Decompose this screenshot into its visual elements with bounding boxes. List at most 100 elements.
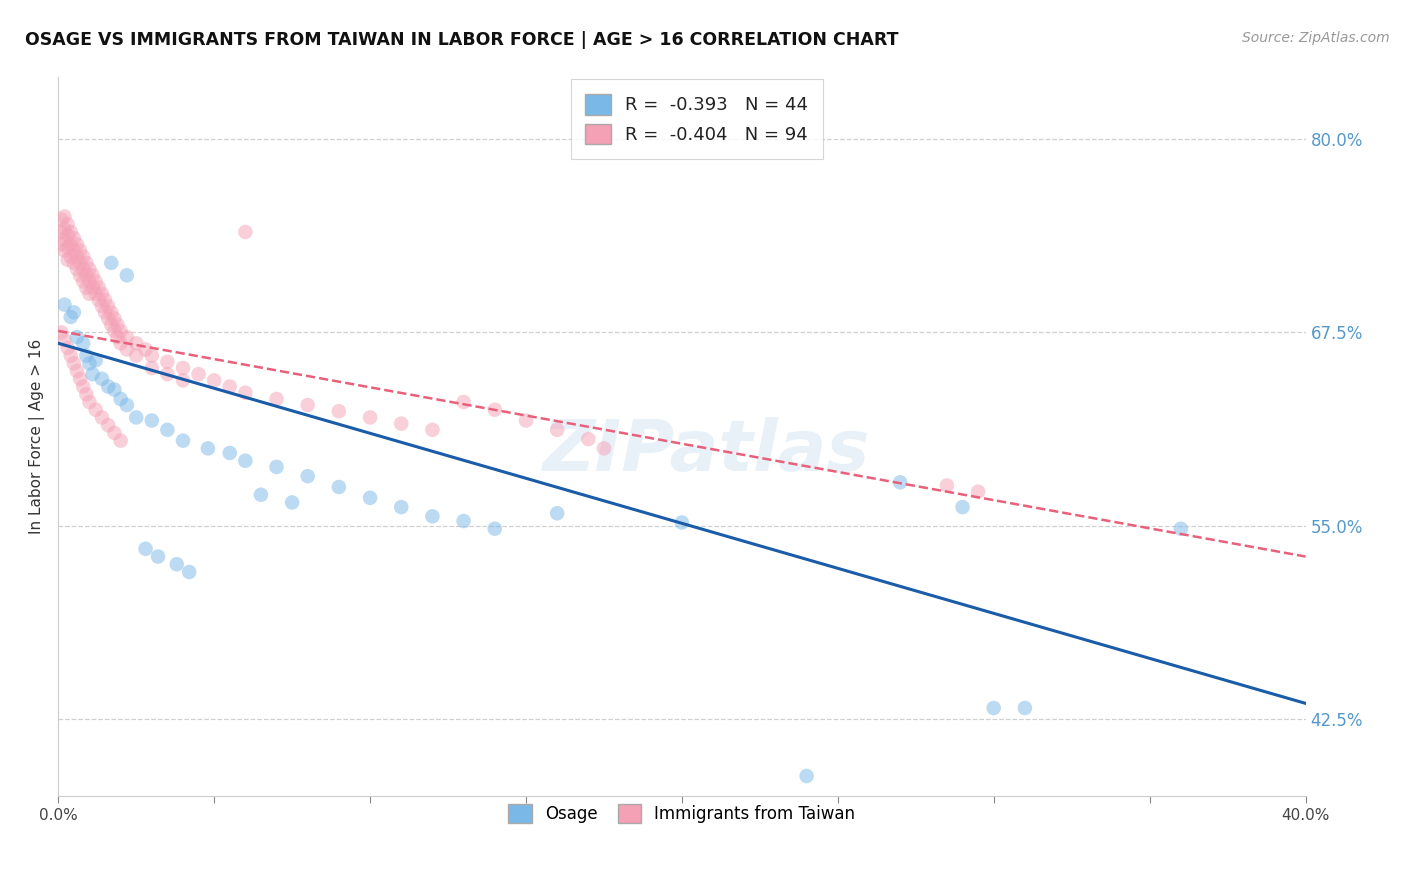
- Point: [66, 250, 89, 264]
- Point: [110, 392, 132, 406]
- Point: [94, 293, 117, 307]
- Point: [90, 372, 112, 386]
- Point: [69, 244, 91, 258]
- Point: [53, 233, 76, 247]
- Point: [84, 402, 107, 417]
- Point: [328, 480, 350, 494]
- Legend: Osage, Immigrants from Taiwan: Osage, Immigrants from Taiwan: [496, 792, 868, 835]
- Point: [63, 231, 86, 245]
- Point: [453, 514, 475, 528]
- Point: [66, 237, 89, 252]
- Point: [90, 286, 112, 301]
- Point: [146, 549, 169, 564]
- Point: [69, 372, 91, 386]
- Point: [51, 225, 73, 239]
- Point: [59, 349, 82, 363]
- Point: [69, 268, 91, 283]
- Point: [796, 769, 818, 783]
- Point: [87, 280, 110, 294]
- Point: [484, 522, 506, 536]
- Point: [389, 500, 412, 514]
- Point: [172, 434, 194, 448]
- Point: [359, 491, 381, 505]
- Point: [233, 454, 256, 468]
- Point: [422, 509, 444, 524]
- Point: [266, 459, 288, 474]
- Point: [56, 240, 79, 254]
- Point: [66, 262, 89, 277]
- Point: [576, 432, 599, 446]
- Point: [90, 299, 112, 313]
- Point: [233, 225, 256, 239]
- Point: [389, 417, 412, 431]
- Point: [546, 423, 568, 437]
- Point: [110, 336, 132, 351]
- Y-axis label: In Labor Force | Age > 16: In Labor Force | Age > 16: [30, 339, 45, 534]
- Point: [56, 252, 79, 267]
- Point: [935, 478, 957, 492]
- Point: [87, 293, 110, 307]
- Point: [110, 324, 132, 338]
- Point: [69, 256, 91, 270]
- Point: [115, 330, 138, 344]
- Point: [179, 565, 201, 579]
- Point: [59, 225, 82, 239]
- Point: [56, 341, 79, 355]
- Point: [75, 387, 97, 401]
- Point: [72, 379, 94, 393]
- Point: [79, 286, 101, 301]
- Point: [59, 310, 82, 324]
- Point: [593, 442, 616, 456]
- Point: [141, 413, 163, 427]
- Point: [53, 222, 76, 236]
- Point: [1014, 701, 1036, 715]
- Point: [90, 410, 112, 425]
- Point: [103, 311, 125, 326]
- Point: [187, 367, 209, 381]
- Point: [115, 268, 138, 283]
- Point: [889, 475, 911, 490]
- Point: [135, 343, 157, 357]
- Point: [66, 330, 89, 344]
- Point: [233, 385, 256, 400]
- Point: [100, 305, 122, 319]
- Point: [97, 418, 120, 433]
- Point: [107, 318, 129, 332]
- Point: [359, 410, 381, 425]
- Point: [63, 244, 86, 258]
- Point: [100, 256, 122, 270]
- Point: [84, 353, 107, 368]
- Point: [82, 280, 104, 294]
- Point: [250, 488, 273, 502]
- Point: [125, 410, 148, 425]
- Point: [983, 701, 1005, 715]
- Point: [79, 356, 101, 370]
- Point: [125, 336, 148, 351]
- Point: [422, 797, 444, 811]
- Point: [197, 442, 219, 456]
- Point: [671, 516, 693, 530]
- Point: [66, 364, 89, 378]
- Point: [110, 434, 132, 448]
- Point: [72, 262, 94, 277]
- Point: [103, 383, 125, 397]
- Point: [172, 373, 194, 387]
- Text: OSAGE VS IMMIGRANTS FROM TAIWAN IN LABOR FORCE | AGE > 16 CORRELATION CHART: OSAGE VS IMMIGRANTS FROM TAIWAN IN LABOR…: [25, 31, 898, 49]
- Point: [59, 237, 82, 252]
- Point: [515, 413, 537, 427]
- Point: [79, 275, 101, 289]
- Point: [51, 212, 73, 227]
- Point: [79, 262, 101, 277]
- Point: [53, 244, 76, 258]
- Point: [125, 349, 148, 363]
- Point: [97, 311, 120, 326]
- Point: [79, 395, 101, 409]
- Point: [100, 318, 122, 332]
- Point: [281, 495, 304, 509]
- Point: [59, 250, 82, 264]
- Point: [56, 217, 79, 231]
- Point: [75, 349, 97, 363]
- Point: [51, 326, 73, 340]
- Point: [156, 355, 179, 369]
- Point: [63, 356, 86, 370]
